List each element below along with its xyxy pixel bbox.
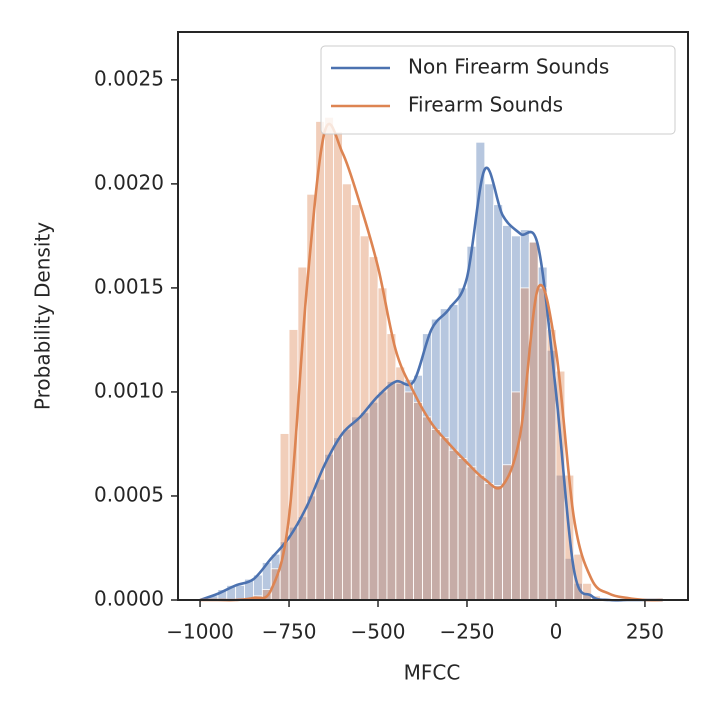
kde-line [200, 122, 663, 602]
y-tick-label: 0.0000 [94, 587, 164, 611]
histogram-bar [493, 485, 503, 601]
kde-line [199, 166, 663, 602]
legend-label: Non Firearm Sounds [408, 55, 609, 79]
x-tick-label: −500 [351, 620, 406, 644]
y-tick-label: 0.0005 [94, 482, 164, 506]
histogram-bar [519, 287, 530, 601]
histogram-bar [350, 204, 361, 601]
x-tick-label: −1000 [166, 620, 234, 644]
histogram-bar [279, 433, 290, 601]
x-tick-label: −250 [440, 620, 495, 644]
histogram-bar [342, 183, 352, 601]
histogram-bar [457, 458, 468, 601]
histogram-bar [413, 401, 423, 601]
histogram-bar [404, 391, 415, 601]
histogram-bar [439, 437, 450, 601]
legend-label: Firearm Sounds [408, 93, 563, 117]
x-axis-label: MFCC [404, 661, 461, 685]
histogram-bar [386, 333, 397, 601]
x-tick-label: 250 [626, 620, 664, 644]
histogram-bar [484, 483, 495, 601]
histogram-bar [537, 287, 548, 601]
histogram-bar [448, 449, 459, 601]
histogram-bar [582, 582, 592, 601]
histogram-bar [475, 474, 486, 601]
y-tick-label: 0.0015 [94, 274, 164, 298]
legend: Non Firearm Sounds Firearm Sounds [320, 45, 676, 135]
histogram-bar [422, 416, 432, 601]
x-tick-label: 0 [550, 620, 563, 644]
histogram-bar [377, 287, 388, 601]
histogram-bar [466, 466, 477, 601]
y-axis-label: Probability Density [31, 222, 55, 410]
histogram-bar [235, 585, 245, 601]
histogram-bar [306, 193, 317, 601]
plot-frame [177, 31, 689, 601]
y-tick-label: 0.0025 [94, 66, 164, 90]
x-tick-label: −750 [262, 620, 317, 644]
histogram-bar [324, 116, 334, 601]
histogram-bar [430, 428, 441, 601]
histogram-bar [333, 131, 343, 601]
histogram-bar [368, 256, 379, 601]
histogram-bar [359, 235, 370, 601]
histogram-bar [395, 366, 406, 601]
legend-box [320, 45, 676, 135]
y-tick-label: 0.0020 [94, 170, 164, 194]
y-tick-label: 0.0010 [94, 378, 164, 402]
histogram-bar [511, 391, 521, 601]
